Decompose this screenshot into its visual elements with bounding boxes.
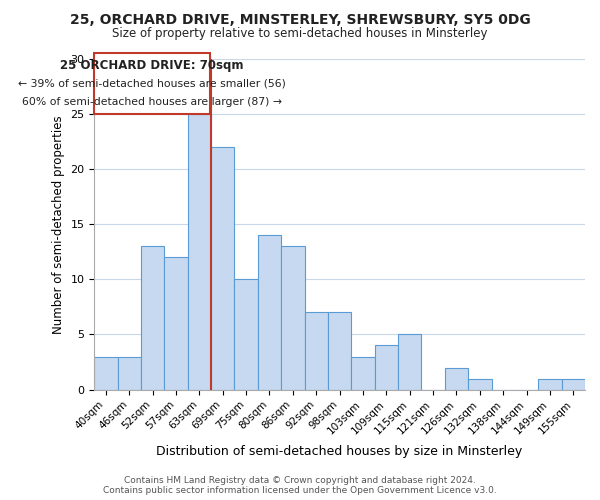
Bar	[118, 356, 141, 390]
Bar	[351, 356, 374, 390]
Bar	[211, 147, 235, 390]
Bar	[538, 378, 562, 390]
Bar	[562, 378, 585, 390]
Text: 25, ORCHARD DRIVE, MINSTERLEY, SHREWSBURY, SY5 0DG: 25, ORCHARD DRIVE, MINSTERLEY, SHREWSBUR…	[70, 12, 530, 26]
Text: 60% of semi-detached houses are larger (87) →: 60% of semi-detached houses are larger (…	[22, 97, 282, 107]
FancyBboxPatch shape	[94, 54, 210, 114]
Text: Contains HM Land Registry data © Crown copyright and database right 2024.: Contains HM Land Registry data © Crown c…	[124, 476, 476, 485]
Bar	[141, 246, 164, 390]
Bar	[235, 280, 258, 390]
Text: 25 ORCHARD DRIVE: 70sqm: 25 ORCHARD DRIVE: 70sqm	[60, 59, 244, 72]
Bar	[445, 368, 468, 390]
Bar	[398, 334, 421, 390]
Text: Contains public sector information licensed under the Open Government Licence v3: Contains public sector information licen…	[103, 486, 497, 495]
Bar	[188, 114, 211, 390]
Bar	[374, 346, 398, 390]
X-axis label: Distribution of semi-detached houses by size in Minsterley: Distribution of semi-detached houses by …	[157, 444, 523, 458]
Bar	[94, 356, 118, 390]
Text: Size of property relative to semi-detached houses in Minsterley: Size of property relative to semi-detach…	[112, 28, 488, 40]
Text: ← 39% of semi-detached houses are smaller (56): ← 39% of semi-detached houses are smalle…	[18, 78, 286, 88]
Bar	[281, 246, 305, 390]
Bar	[468, 378, 491, 390]
Bar	[164, 258, 188, 390]
Bar	[305, 312, 328, 390]
Bar	[328, 312, 351, 390]
Y-axis label: Number of semi-detached properties: Number of semi-detached properties	[52, 115, 65, 334]
Bar	[258, 236, 281, 390]
